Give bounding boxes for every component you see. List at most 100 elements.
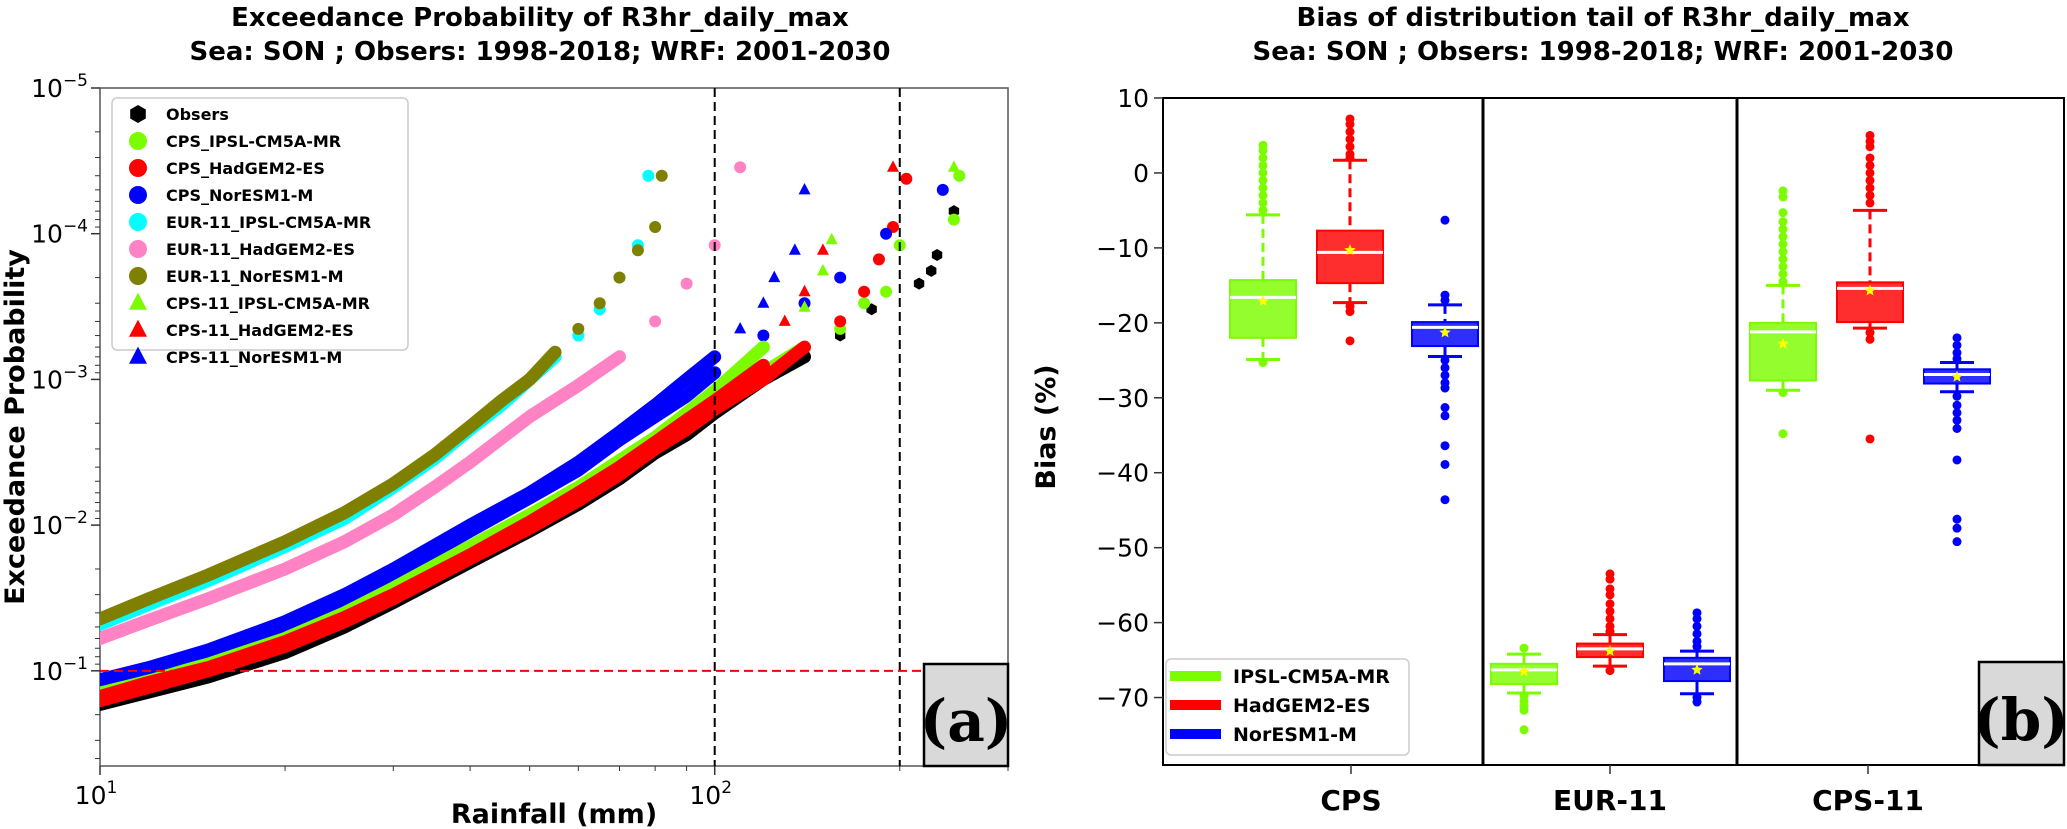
data-point bbox=[593, 297, 606, 310]
outlier-point bbox=[1778, 277, 1788, 287]
data-point bbox=[913, 277, 925, 290]
box-noresm1-m-cps-11 bbox=[1923, 333, 1991, 547]
y-tick-label: 10−2 bbox=[31, 508, 88, 540]
outlier-point bbox=[1952, 424, 1962, 434]
legend-label: EUR-11_HadGEM2-ES bbox=[166, 240, 355, 259]
data-point bbox=[858, 297, 871, 310]
box-hadgem2-es-eur-11 bbox=[1576, 569, 1644, 676]
data-point bbox=[757, 296, 770, 308]
data-point bbox=[798, 284, 811, 297]
data-point bbox=[834, 271, 847, 284]
outlier-point bbox=[1952, 455, 1962, 465]
outlier-point bbox=[1952, 514, 1962, 524]
data-point bbox=[655, 169, 668, 182]
outlier-point bbox=[1778, 429, 1788, 439]
outlier-point bbox=[1440, 403, 1450, 413]
panel-b-subtitle: Sea: SON ; Obsers: 1998-2018; WRF: 2001-… bbox=[1253, 37, 1954, 67]
category-label: CPS bbox=[1320, 784, 1381, 817]
outlier-point bbox=[1778, 388, 1788, 398]
legend-marker bbox=[129, 319, 147, 337]
outlier-point bbox=[1778, 239, 1788, 249]
outlier-point bbox=[1952, 523, 1962, 533]
iqr-box bbox=[1229, 279, 1297, 339]
outlier-point bbox=[1778, 247, 1788, 257]
outlier-point bbox=[1440, 295, 1450, 305]
data-point bbox=[947, 160, 960, 172]
iqr-box bbox=[1316, 229, 1384, 285]
y-tick-label: −40 bbox=[1096, 459, 1149, 488]
data-point bbox=[947, 213, 960, 226]
outlier-point bbox=[1345, 142, 1355, 152]
outlier-point bbox=[1440, 411, 1450, 421]
category-label: CPS-11 bbox=[1812, 784, 1924, 817]
outlier-point bbox=[1519, 705, 1529, 715]
outlier-point bbox=[1952, 340, 1962, 350]
outlier-point bbox=[1865, 142, 1875, 152]
outlier-point bbox=[1865, 183, 1875, 193]
panel-b-plot: 10 0 −10 −20 −30 −40 −50 −60 −70 CPS EUR-11 CPS-11 I… bbox=[1096, 84, 2067, 817]
legend-label: CPS-11_IPSL-CM5A-MR bbox=[166, 294, 370, 313]
outlier-point bbox=[1778, 262, 1788, 272]
outlier-point bbox=[1952, 408, 1962, 418]
series-cps-11-hadgem2-es bbox=[100, 160, 899, 703]
outlier-point bbox=[1605, 574, 1615, 584]
data-point bbox=[734, 161, 747, 174]
outlier-point bbox=[1258, 175, 1268, 185]
box-ipsl-cm5a-mr-eur-11 bbox=[1490, 643, 1558, 735]
panel-a-plot: 101 102 10−5 10−4 10−3 10−2 10−1 Obsers CPS_IPSL… bbox=[31, 71, 1012, 810]
outlier-point bbox=[1952, 391, 1962, 401]
data-point bbox=[798, 300, 811, 312]
outlier-point bbox=[1952, 333, 1962, 343]
data-point bbox=[788, 243, 801, 255]
outlier-point bbox=[1865, 153, 1875, 163]
data-point bbox=[880, 285, 893, 298]
outlier-point bbox=[1865, 328, 1875, 338]
outlier-point bbox=[1692, 629, 1702, 639]
data-point bbox=[926, 264, 937, 277]
y-tick-label: 10−3 bbox=[31, 362, 88, 394]
outlier-point bbox=[1440, 459, 1450, 469]
outlier-point bbox=[1440, 370, 1450, 380]
y-tick-label: 0 bbox=[1133, 159, 1149, 188]
legend-swatch bbox=[1170, 671, 1221, 681]
mean-star-marker bbox=[1604, 645, 1616, 656]
data-point bbox=[880, 227, 893, 240]
y-tick-label: 10−1 bbox=[31, 654, 88, 686]
data-point bbox=[834, 315, 847, 328]
outlier-point bbox=[1345, 134, 1355, 144]
outlier-point bbox=[1778, 192, 1788, 202]
legend-label: Obsers bbox=[166, 105, 229, 124]
outlier-point bbox=[1345, 336, 1355, 346]
data-point bbox=[572, 322, 585, 335]
outlier-point bbox=[1692, 621, 1702, 631]
data-point bbox=[886, 160, 899, 172]
outlier-point bbox=[1345, 307, 1355, 317]
mean-star-marker bbox=[1691, 663, 1703, 675]
data-point bbox=[649, 221, 662, 234]
outlier-point bbox=[1865, 168, 1875, 178]
panel-a-ylabel: Exceedance Probability bbox=[0, 249, 31, 605]
data-point bbox=[948, 205, 960, 218]
data-point bbox=[642, 169, 655, 182]
outlier-point bbox=[1605, 599, 1615, 609]
outlier-point bbox=[1519, 643, 1529, 653]
outlier-point bbox=[1440, 441, 1450, 451]
outlier-point bbox=[1258, 358, 1268, 368]
outlier-point bbox=[1605, 666, 1615, 676]
outlier-point bbox=[1778, 232, 1788, 242]
y-tick-label: −20 bbox=[1096, 309, 1149, 338]
data-point bbox=[631, 244, 644, 257]
outlier-point bbox=[1440, 495, 1450, 505]
legend-label: CPS_IPSL-CM5A-MR bbox=[166, 132, 341, 151]
outlier-point bbox=[1865, 190, 1875, 200]
outlier-point bbox=[1865, 198, 1875, 208]
mean-star-marker bbox=[1777, 337, 1789, 349]
data-point bbox=[931, 248, 943, 261]
panel-a-series-group bbox=[100, 160, 966, 711]
outlier-point bbox=[1258, 145, 1268, 155]
y-tick-label: 10−5 bbox=[31, 71, 88, 103]
panel-b-legend: IPSL-CM5A-MR HadGEM2-ES NorESM1-M bbox=[1165, 658, 1410, 756]
outlier-point bbox=[1258, 153, 1268, 163]
series-line bbox=[100, 345, 562, 626]
